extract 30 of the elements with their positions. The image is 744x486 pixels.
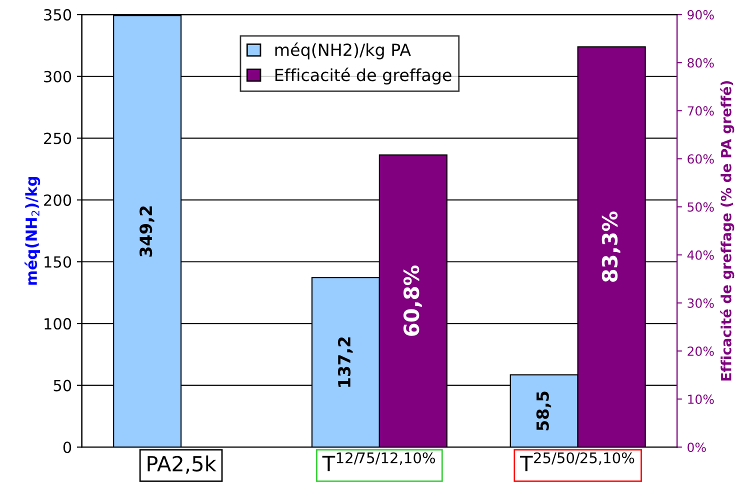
y-axis-title: méq(NH$_{2}$)/kg <box>24 176 40 285</box>
y2-tick-label: 50% <box>688 202 714 212</box>
data-label: 83,3% <box>602 211 620 282</box>
data-label: 60,8% <box>403 266 422 336</box>
y2-tick-label: 90% <box>688 10 714 20</box>
x-tick-label: PA2,5k <box>148 455 216 474</box>
data-label: 58,5 <box>536 392 552 430</box>
y-tick-label: 200 <box>44 194 72 206</box>
y2-tick-label: 80% <box>688 58 714 68</box>
y2-axis-title: Efficacité de greffage (% de PA greffé) <box>720 81 734 380</box>
y-tick-label: 0 <box>63 442 72 454</box>
y2-tick-label: 10% <box>688 394 714 404</box>
y-tick-label: 250 <box>44 132 72 144</box>
y-tick-label: 150 <box>44 256 72 268</box>
legend-label: Efficacité de greffage <box>275 68 452 84</box>
y2-tick-label: 30% <box>688 298 714 308</box>
data-label: 349,2 <box>140 206 154 257</box>
y-tick-label: 350 <box>44 9 72 21</box>
data-label: 137,2 <box>338 337 353 387</box>
x-tick-label: T$^{25/50/25,10%}$ <box>520 452 634 472</box>
legend-label: méq(NH2)/kg PA <box>275 42 411 60</box>
y2-tick-label: 40% <box>687 250 714 260</box>
y-tick-label: 100 <box>44 318 72 330</box>
y2-tick-label: 0% <box>688 442 706 452</box>
y-tick-label: 300 <box>44 70 72 82</box>
x-tick-label: T$^{12/75/12,10%}$ <box>322 452 436 472</box>
y2-tick-label: 20% <box>688 346 714 356</box>
y-tick-label: 50 <box>54 380 72 392</box>
y2-tick-label: 70% <box>688 106 714 116</box>
y2-tick-label: 60% <box>688 154 714 164</box>
